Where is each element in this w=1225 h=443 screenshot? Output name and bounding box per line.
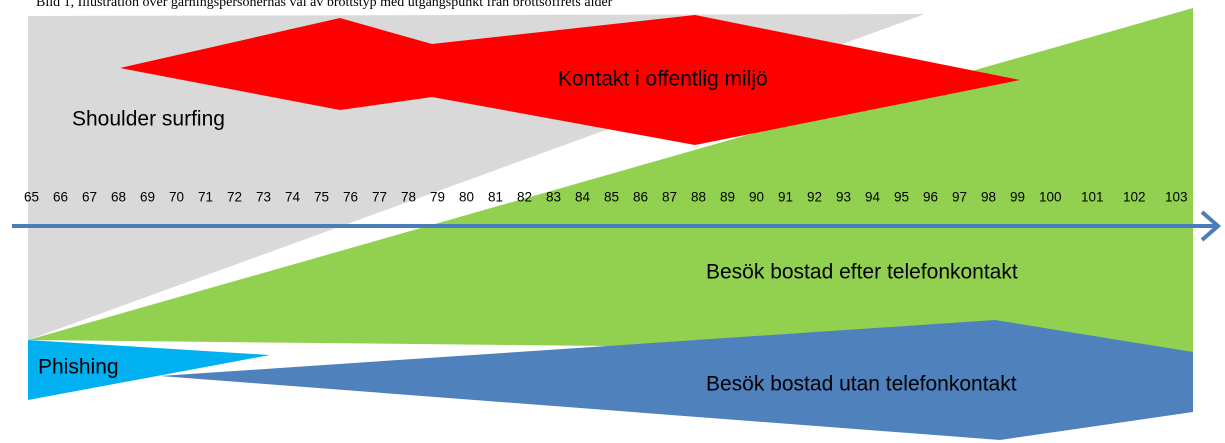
age-label: 82: [517, 190, 532, 205]
age-label: 84: [575, 190, 591, 205]
age-label: 99: [1010, 190, 1025, 205]
age-label: 80: [459, 190, 474, 205]
region-label: Besök bostad utan telefonkontakt: [706, 373, 1017, 396]
public-contact-region: [120, 15, 1020, 145]
age-label: 86: [633, 190, 648, 205]
age-label: 79: [430, 190, 445, 205]
age-label: 71: [198, 190, 213, 205]
region-label: Besök bostad efter telefonkontakt: [706, 261, 1018, 284]
caption: Bild 1, Illustration över gärningsperson…: [36, 0, 613, 10]
age-label: 81: [488, 190, 503, 205]
age-label: 88: [691, 190, 706, 205]
age-label: 93: [836, 190, 851, 205]
age-label: 101: [1081, 190, 1104, 205]
age-label: 72: [227, 190, 242, 205]
age-label: 89: [720, 190, 735, 205]
age-label: 92: [807, 190, 822, 205]
axis-arrowhead: [1200, 210, 1222, 242]
age-label: 76: [343, 190, 358, 205]
age-label: 65: [24, 190, 39, 205]
age-label: 100: [1039, 190, 1062, 205]
visit-without-phone-region: [160, 320, 1193, 440]
age-label: 102: [1123, 190, 1146, 205]
region-label: Shoulder surfing: [72, 108, 225, 131]
region-label: Phishing: [38, 356, 119, 379]
region-label: Kontakt i offentlig miljö: [558, 68, 768, 91]
age-label: 103: [1165, 190, 1188, 205]
age-label: 75: [314, 190, 329, 205]
age-labels: 65 66 67 68 69 70 71 72 73 74 75 76 77 78 79 80 81 82 83 84…: [24, 190, 1188, 205]
age-label: 68: [111, 190, 126, 205]
age-label: 87: [662, 190, 677, 205]
age-label: 78: [401, 190, 416, 205]
age-label: 95: [894, 190, 909, 205]
phishing-region: [28, 340, 270, 400]
age-label: 74: [285, 190, 301, 205]
age-label: 66: [53, 190, 68, 205]
age-label: 67: [82, 190, 97, 205]
age-label: 85: [604, 190, 619, 205]
age-label: 69: [140, 190, 155, 205]
age-label: 90: [749, 190, 764, 205]
age-label: 96: [923, 190, 938, 205]
age-label: 73: [256, 190, 271, 205]
age-label: 94: [865, 190, 881, 205]
age-label: 91: [778, 190, 793, 205]
age-label: 77: [372, 190, 387, 205]
age-label: 98: [981, 190, 996, 205]
age-label: 83: [546, 190, 561, 205]
age-label: 97: [952, 190, 967, 205]
age-label: 70: [169, 190, 184, 205]
